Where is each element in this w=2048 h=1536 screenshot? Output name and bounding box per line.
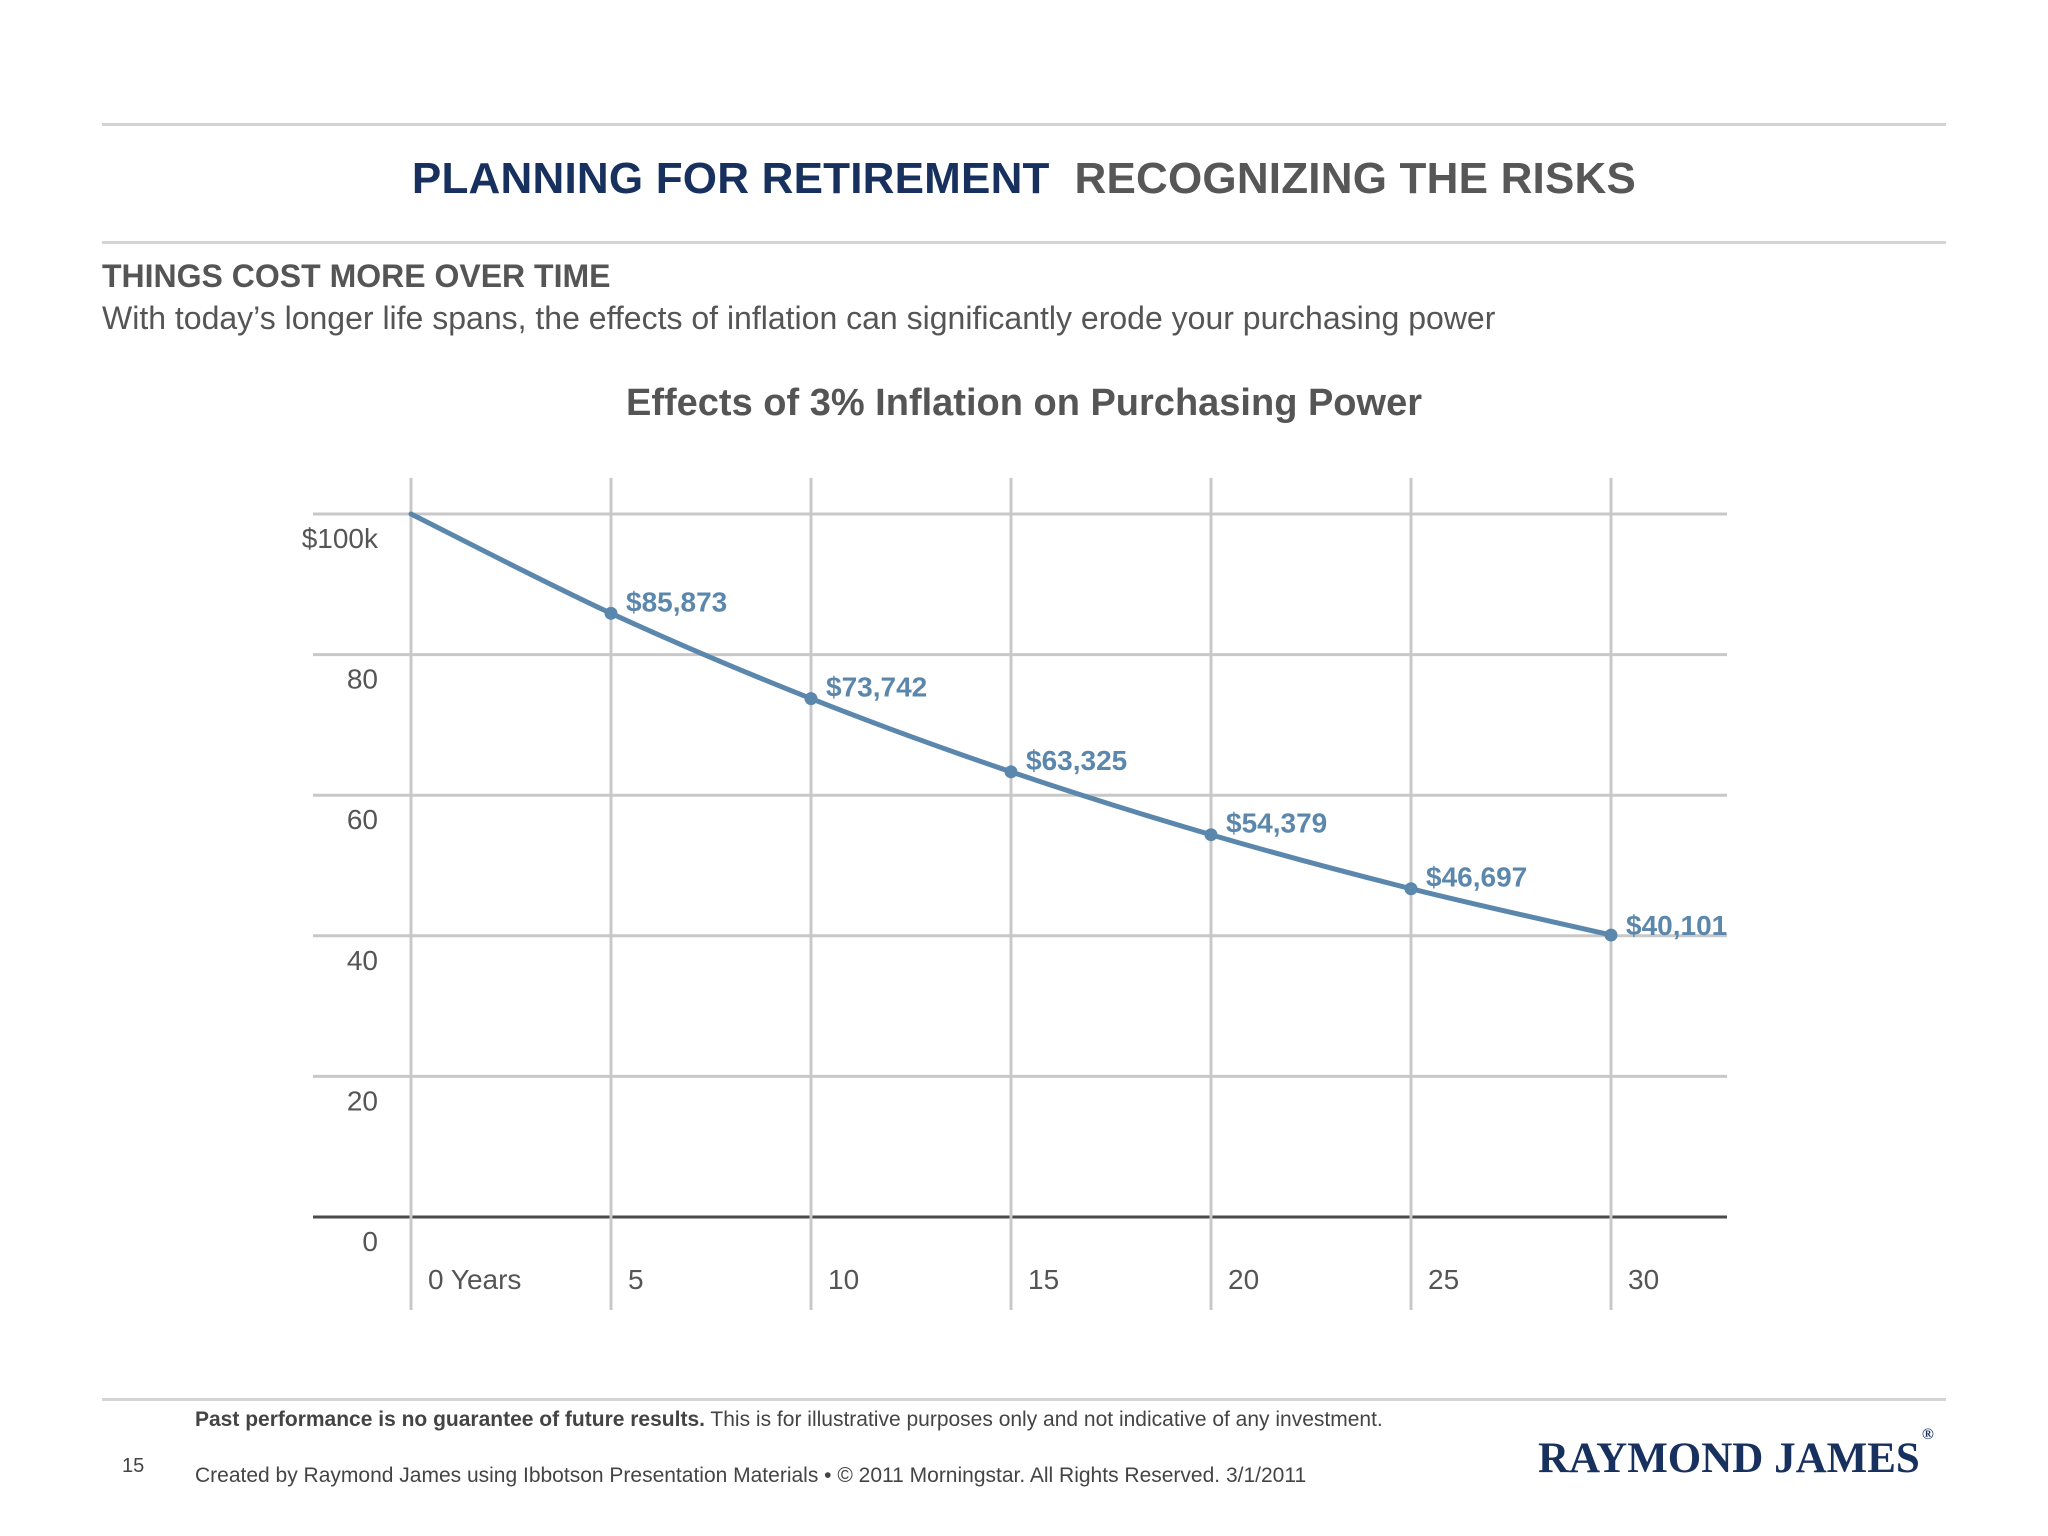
data-point <box>1004 765 1018 779</box>
registered-mark: ® <box>1921 1425 1934 1443</box>
data-label: $46,697 <box>1426 862 1527 893</box>
chart-title: Effects of 3% Inflation on Purchasing Po… <box>626 382 1422 424</box>
page-number: 15 <box>122 1455 145 1477</box>
top-divider <box>102 123 1946 126</box>
x-tick-label: 10 <box>828 1264 859 1295</box>
data-label: $63,325 <box>1026 745 1127 776</box>
section-description: With today’s longer life spans, the effe… <box>102 300 1496 336</box>
y-tick-label: $100k <box>302 523 379 554</box>
section-heading: THINGS COST MORE OVER TIME <box>102 258 611 294</box>
y-tick-label: 40 <box>347 945 378 976</box>
x-tick-label: 15 <box>1028 1264 1059 1295</box>
y-tick-label: 60 <box>347 804 378 835</box>
x-tick-label: 30 <box>1628 1264 1659 1295</box>
y-tick-label: 80 <box>347 664 378 695</box>
footer-disclaimer: Past performance is no guarantee of futu… <box>195 1406 1395 1434</box>
disclaimer-bold: Past performance is no guarantee of futu… <box>195 1408 705 1431</box>
page-title-main: PLANNING FOR RETIREMENT <box>411 154 1050 203</box>
data-label: $54,379 <box>1226 808 1327 839</box>
x-tick-label: 25 <box>1428 1264 1459 1295</box>
data-point <box>1604 928 1618 942</box>
disclaimer-text: This is for illustrative purposes only a… <box>704 1408 1383 1431</box>
x-tick-label: 20 <box>1228 1264 1259 1295</box>
logo-text: RAYMOND JAMES <box>1538 1435 1920 1482</box>
raymond-james-logo: RAYMOND JAMES® <box>1538 1426 1934 1483</box>
data-label: $40,101 <box>1626 910 1727 941</box>
footer-divider <box>102 1398 1946 1401</box>
page-title: PLANNING FOR RETIREMENT RECOGNIZING THE … <box>0 154 2048 204</box>
footer-credit: Created by Raymond James using Ibbotson … <box>195 1464 1307 1487</box>
y-tick-label: 0 <box>362 1226 378 1257</box>
x-tick-label: 0 Years <box>428 1264 521 1295</box>
title-divider <box>102 241 1946 244</box>
x-tick-label: 5 <box>628 1264 644 1295</box>
y-tick-label: 20 <box>347 1085 378 1116</box>
data-label: $73,742 <box>826 672 927 703</box>
data-label: $85,873 <box>626 586 727 617</box>
data-point <box>1204 828 1218 842</box>
data-point <box>1404 882 1418 896</box>
page-title-sub: RECOGNIZING THE RISKS <box>1074 154 1637 203</box>
data-point <box>604 606 618 620</box>
data-point <box>804 692 818 706</box>
